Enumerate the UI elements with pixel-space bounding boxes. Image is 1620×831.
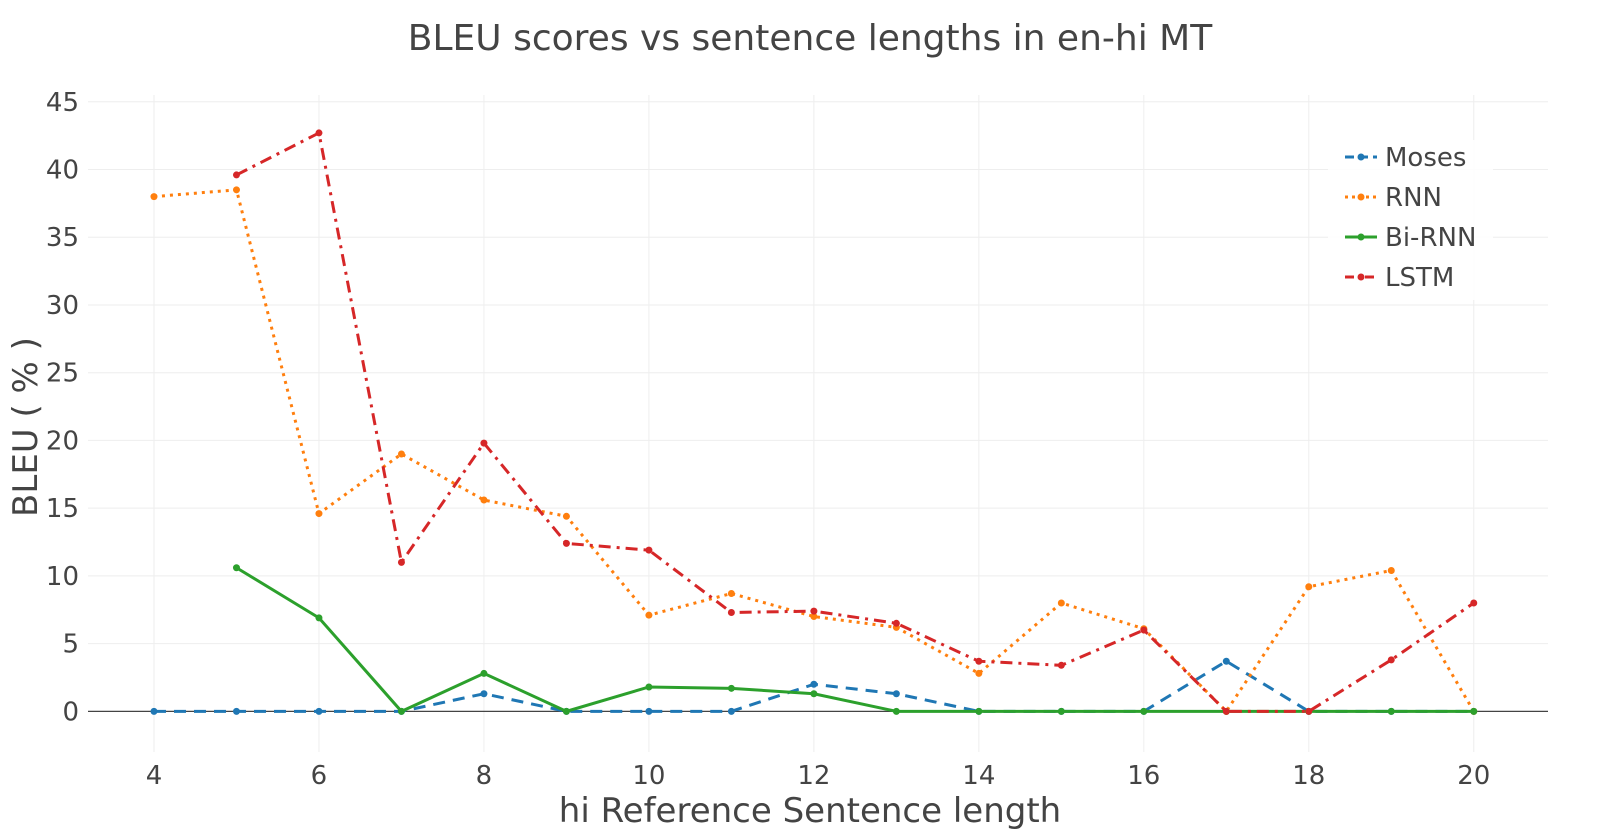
data-point xyxy=(1057,707,1065,715)
data-point xyxy=(1387,566,1395,574)
data-point xyxy=(1470,599,1478,607)
data-point xyxy=(975,669,983,677)
data-point xyxy=(1387,656,1395,664)
data-point xyxy=(892,690,900,698)
data-point xyxy=(1057,599,1065,607)
data-point xyxy=(150,707,158,715)
data-point xyxy=(1305,707,1313,715)
data-point xyxy=(727,684,735,692)
data-point xyxy=(480,690,488,698)
chart-title: BLEU scores vs sentence lengths in en-hi… xyxy=(408,18,1213,59)
data-point xyxy=(727,608,735,616)
legend-marker xyxy=(1357,193,1365,201)
data-point xyxy=(232,171,240,179)
series-line xyxy=(235,130,1475,713)
plot-area xyxy=(150,129,1478,715)
x-tick-label: 20 xyxy=(1457,761,1490,791)
data-point xyxy=(562,539,570,547)
y-tick-label: 20 xyxy=(46,426,79,456)
y-tick-label: 15 xyxy=(46,494,79,524)
x-tick-label: 16 xyxy=(1127,761,1160,791)
x-tick-label: 8 xyxy=(476,761,493,791)
x-tick-label: 4 xyxy=(146,761,163,791)
legend-marker xyxy=(1357,233,1365,241)
data-point xyxy=(1140,626,1148,634)
data-point xyxy=(727,707,735,715)
data-point xyxy=(562,707,570,715)
series-bi-rnn xyxy=(232,564,1478,715)
x-tick-label: 6 xyxy=(311,761,328,791)
series-lstm xyxy=(232,129,1478,715)
data-point xyxy=(727,590,735,598)
y-tick-label: 0 xyxy=(62,697,79,727)
data-point xyxy=(975,657,983,665)
data-point xyxy=(480,496,488,504)
x-tick-label: 14 xyxy=(962,761,995,791)
data-point xyxy=(232,186,240,194)
data-point xyxy=(810,690,818,698)
data-point xyxy=(1057,661,1065,669)
legend: Moses RNN Bi-RNN LSTM xyxy=(1328,140,1493,300)
data-point xyxy=(1387,707,1395,715)
data-point xyxy=(1305,583,1313,591)
data-point xyxy=(645,611,653,619)
axis-ticks: 4 6 8 10 12 14 16 18 20 0 5 10 15 20 25 30 35 40 45 xyxy=(46,88,1490,791)
data-point xyxy=(1470,707,1478,715)
data-point xyxy=(892,619,900,627)
legend-label: LSTM xyxy=(1385,263,1454,293)
y-tick-label: 5 xyxy=(62,630,79,660)
data-point xyxy=(397,558,405,566)
legend-item-lstm[interactable]: LSTM xyxy=(1345,263,1454,293)
y-tick-label: 35 xyxy=(46,223,79,253)
x-tick-label: 18 xyxy=(1292,761,1325,791)
data-point xyxy=(1222,707,1230,715)
legend-label: RNN xyxy=(1385,183,1442,213)
data-point xyxy=(397,450,405,458)
data-point xyxy=(1222,657,1230,665)
data-point xyxy=(892,707,900,715)
data-point xyxy=(480,669,488,677)
data-point xyxy=(810,680,818,688)
x-axis-title: hi Reference Sentence length xyxy=(559,791,1061,831)
legend-marker xyxy=(1357,273,1365,281)
data-point xyxy=(645,683,653,691)
y-tick-label: 45 xyxy=(46,88,79,118)
data-point xyxy=(315,707,323,715)
data-point xyxy=(315,129,323,137)
data-point xyxy=(810,613,818,621)
data-point xyxy=(232,707,240,715)
data-point xyxy=(397,707,405,715)
grid xyxy=(88,95,1548,752)
y-tick-label: 40 xyxy=(46,156,79,186)
data-point xyxy=(810,607,818,615)
y-tick-label: 30 xyxy=(46,291,79,321)
legend-marker xyxy=(1357,153,1365,161)
y-axis-title: BLEU ( % ) xyxy=(6,337,46,517)
legend-item-rnn[interactable]: RNN xyxy=(1345,183,1442,213)
legend-label: Bi-RNN xyxy=(1385,223,1476,253)
legend-item-bi-rnn[interactable]: Bi-RNN xyxy=(1345,223,1476,253)
data-point xyxy=(645,707,653,715)
data-point xyxy=(562,512,570,520)
data-point xyxy=(315,510,323,518)
legend-label: Moses xyxy=(1385,143,1466,173)
y-tick-label: 10 xyxy=(46,562,79,592)
data-point xyxy=(975,707,983,715)
x-tick-label: 12 xyxy=(797,761,830,791)
data-point xyxy=(232,564,240,572)
legend-item-moses[interactable]: Moses xyxy=(1345,143,1466,173)
data-point xyxy=(1140,707,1148,715)
y-tick-label: 25 xyxy=(46,359,79,389)
x-tick-label: 10 xyxy=(632,761,665,791)
data-point xyxy=(150,193,158,201)
data-point xyxy=(645,546,653,554)
data-point xyxy=(480,439,488,447)
data-point xyxy=(315,614,323,622)
